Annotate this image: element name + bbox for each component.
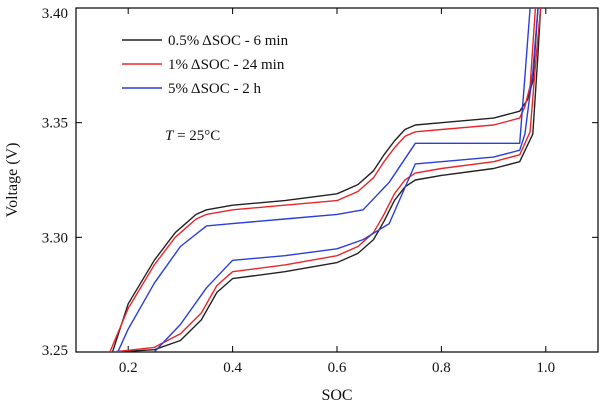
series-line-charge-2: [117, 8, 531, 352]
y-tick-label: 3.25: [42, 343, 68, 359]
legend-label: 0.5% ΔSOC - 6 min: [168, 33, 289, 49]
legend: 0.5% ΔSOC - 6 min 1% ΔSOC - 24 min 5% ΔSOC…: [122, 33, 289, 97]
series-line-charge-1: [109, 8, 537, 352]
x-tick-label: 0.4: [223, 360, 242, 376]
legend-label: 1% ΔSOC - 24 min: [168, 57, 285, 73]
axis-ticks: 0.2 0.4 0.6 0.8 1.0 3.25 3.30 3.35 3.40: [42, 6, 598, 376]
y-tick-label: 3.30: [42, 230, 68, 246]
x-tick-label: 0.2: [119, 360, 138, 376]
temperature-value: = 25°C: [173, 128, 220, 144]
legend-label: 5% ΔSOC - 2 h: [168, 81, 261, 97]
series-line-charge-0: [111, 8, 539, 352]
temperature-symbol: T: [165, 128, 175, 144]
y-tick-label: 3.35: [42, 116, 68, 132]
y-axis-label: Voltage (V): [4, 143, 21, 218]
y-tick-label: 3.40: [42, 6, 68, 22]
x-axis-label: SOC: [321, 387, 352, 404]
x-tick-label: 0.6: [328, 360, 347, 376]
x-tick-label: 1.0: [536, 360, 555, 376]
series-lines: [109, 8, 542, 352]
series-line-discharge-2: [153, 8, 539, 352]
temperature-annotation: T = 25°C: [165, 128, 220, 144]
series-line-discharge-1: [112, 8, 542, 352]
x-tick-label: 0.8: [432, 360, 451, 376]
plot-frame: [75, 7, 599, 353]
